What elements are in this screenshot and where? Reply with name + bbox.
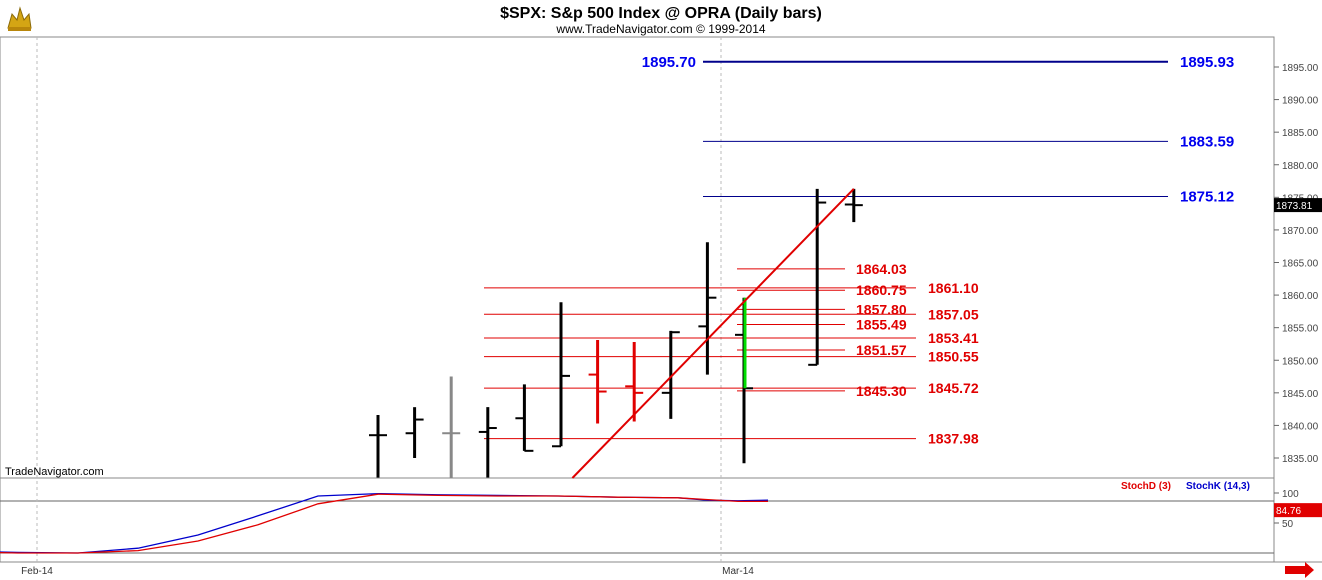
red-level-label: 1837.98 bbox=[928, 431, 979, 447]
legend-stochk: StochK (14,3) bbox=[1186, 481, 1250, 492]
red-level-label: 1857.80 bbox=[856, 301, 907, 317]
stochastic-lines bbox=[0, 492, 769, 554]
y-tick-label: 1835.00 bbox=[1282, 454, 1319, 465]
last-price-badge bbox=[1274, 198, 1322, 213]
blue-level-right-label: 1875.12 bbox=[1180, 189, 1234, 206]
stoch-last-badge bbox=[1274, 503, 1322, 518]
y-axis: 1835.00 1840.00 1845.00 1850.00 1855.00 1860.… bbox=[1274, 63, 1322, 465]
red-level-label: 1857.05 bbox=[928, 306, 979, 322]
y-tick-label: 1865.00 bbox=[1282, 259, 1319, 270]
red-level-label: 1853.41 bbox=[928, 330, 979, 346]
red-level-label: 1855.49 bbox=[856, 316, 907, 332]
blue-level-right-label: 1883.59 bbox=[1180, 133, 1234, 150]
y-tick-label: 1870.00 bbox=[1282, 226, 1319, 237]
y-tick-label: 1840.00 bbox=[1282, 421, 1319, 432]
trendline bbox=[571, 188, 855, 479]
trendline-group bbox=[571, 188, 855, 479]
y-tick-label: 1845.00 bbox=[1282, 389, 1319, 400]
chart-subtitle: www.TradeNavigator.com © 1999-2014 bbox=[555, 22, 765, 36]
blue-level-right-label: 1895.93 bbox=[1180, 54, 1234, 71]
stoch-y-axis: 50 100 84.76 bbox=[1274, 489, 1322, 530]
y-tick-label: 1860.00 bbox=[1282, 291, 1319, 302]
x-tick-label: Feb-14 bbox=[21, 566, 53, 577]
red-level-label: 1845.72 bbox=[928, 380, 979, 396]
scroll-right-arrow-icon[interactable] bbox=[1285, 562, 1314, 578]
stoch-y-tick-label: 50 bbox=[1282, 519, 1294, 530]
y-tick-label: 1850.00 bbox=[1282, 356, 1319, 367]
red-level-label: 1850.55 bbox=[928, 349, 979, 365]
support-resistance-levels: 1895.70 1895.93 1883.59 1875.12 1864.03 1861.… bbox=[484, 54, 1234, 447]
price-bars bbox=[369, 188, 863, 478]
blue-level-left-label: 1895.70 bbox=[642, 54, 696, 71]
y-tick-label: 1885.00 bbox=[1282, 128, 1319, 139]
legend-stochd: StochD (3) bbox=[1121, 481, 1171, 492]
red-level-label: 1860.75 bbox=[856, 282, 907, 298]
red-level-label: 1845.30 bbox=[856, 383, 907, 399]
stoch-y-tick-label: 100 bbox=[1282, 489, 1299, 500]
stochd-line bbox=[0, 493, 768, 554]
y-tick-label: 1880.00 bbox=[1282, 161, 1319, 172]
red-level-label: 1851.57 bbox=[856, 342, 907, 358]
chart-title: $SPX: S&p 500 Index @ OPRA (Daily bars) bbox=[500, 5, 822, 22]
y-tick-label: 1890.00 bbox=[1282, 96, 1319, 107]
x-tick-label: Mar-14 bbox=[722, 566, 754, 577]
y-tick-label: 1855.00 bbox=[1282, 324, 1319, 335]
y-tick-label: 1895.00 bbox=[1282, 63, 1319, 74]
x-axis: Feb-14 Mar-14 bbox=[21, 566, 754, 577]
stochastic-panel bbox=[0, 477, 1275, 563]
red-level-label: 1864.03 bbox=[856, 261, 907, 277]
logo-icon bbox=[4, 4, 34, 34]
last-price-label: 1873.81 bbox=[1276, 201, 1313, 212]
price-panel bbox=[0, 36, 1275, 479]
stoch-last-label: 84.76 bbox=[1276, 506, 1301, 517]
watermark: TradeNavigator.com bbox=[5, 466, 104, 478]
red-level-label: 1861.10 bbox=[928, 280, 979, 296]
